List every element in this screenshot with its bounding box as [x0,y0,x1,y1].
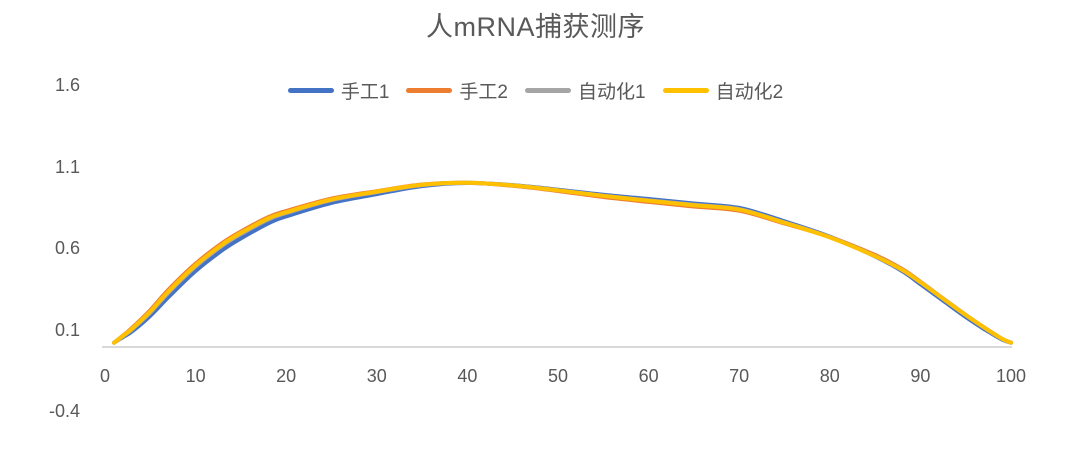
x-tick-label: 10 [185,366,206,386]
legend-line-swatch-icon [662,87,709,93]
x-tick-label: 60 [638,366,659,386]
legend-item-1: 手工1 [287,77,390,104]
x-tick-label: 20 [276,366,297,386]
legend-label: 自动化2 [715,81,784,103]
legend-label: 手工1 [340,81,390,103]
x-tick-label: 100 [995,366,1027,386]
x-tick-label: 30 [366,366,387,386]
legend-line-swatch-icon [406,87,453,93]
legend-line-swatch-icon [287,87,334,93]
series-line-4 [112,180,1013,345]
y-tick-label: 0.6 [54,238,80,259]
legend-label: 自动化1 [578,81,646,103]
y-tick-label: 1.1 [54,156,80,177]
legend-line-swatch-icon [525,87,571,93]
x-tick-label: 40 [457,366,478,386]
legend-label: 手工2 [459,81,508,103]
series-line-1 [112,180,1013,345]
legend: 手工1 手工2 自动化1 自动化2 [0,77,1071,104]
legend-item-3: 自动化1 [525,77,646,104]
chart-title: 人mRNA捕获测序 [426,12,645,42]
x-tick-label: 50 [547,366,569,386]
series-line-2 [112,180,1013,345]
y-tick-label: 1.6 [54,75,80,96]
x-tick-label: 70 [729,366,750,386]
y-tick-label: -0.4 [48,401,80,422]
legend-item-4: 自动化2 [662,77,784,104]
y-tick-label: 0.1 [54,319,80,340]
x-tick-label: 80 [819,366,840,386]
x-tick-label: 0 [99,366,111,386]
series-line-3 [112,180,1013,345]
legend-item-2: 手工2 [406,77,508,104]
x-tick-label: 90 [910,366,931,386]
